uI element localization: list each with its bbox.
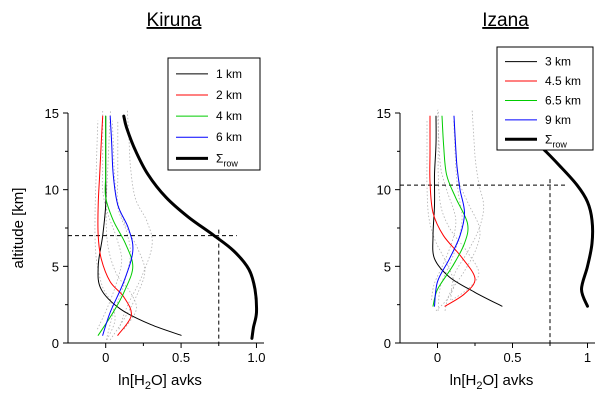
legend-box bbox=[167, 57, 261, 171]
chart-title: Izana bbox=[482, 10, 529, 31]
x-tick-label: 0.5 bbox=[172, 350, 190, 365]
y-tick-label: 10 bbox=[45, 183, 59, 198]
legend-label: 1 km bbox=[216, 67, 242, 81]
legend-label: 4.5 km bbox=[545, 74, 581, 88]
background-kernel-line bbox=[437, 120, 463, 311]
series-line-4-5km bbox=[429, 115, 476, 307]
legend-label: 4 km bbox=[216, 109, 242, 123]
y-axis-label: altitude [km] bbox=[10, 188, 27, 269]
y-tick-label: 5 bbox=[52, 259, 59, 274]
x-tick-label: 0 bbox=[434, 350, 441, 365]
chart-panel-izana: Izana 0 5 10 15 0 0.5 1 ln[H2O] avks 3 km 4.5 km 6.… bbox=[377, 10, 595, 392]
background-kernel-line bbox=[109, 120, 146, 341]
legend-label: 9 km bbox=[545, 113, 571, 127]
series-line-6-5km bbox=[432, 115, 469, 307]
x-tick-label: 0 bbox=[102, 350, 109, 365]
series-line-4km bbox=[97, 115, 134, 336]
background-kernel-line bbox=[97, 109, 123, 330]
background-kernel-line bbox=[444, 120, 481, 311]
x-tick-label: 1.0 bbox=[247, 350, 265, 365]
background-kernel-line bbox=[426, 120, 455, 312]
x-axis-label: ln[H2O] avks bbox=[118, 372, 202, 392]
series-line-9km bbox=[434, 115, 466, 307]
x-tick-label: 0.5 bbox=[503, 350, 521, 365]
background-kernel-line bbox=[437, 109, 480, 301]
legend-box bbox=[496, 46, 594, 151]
y-tick-label: 0 bbox=[52, 336, 59, 351]
series-line-row bbox=[122, 114, 259, 340]
x-axis-label: ln[H2O] avks bbox=[450, 372, 534, 392]
series-line-3km bbox=[432, 115, 503, 307]
background-kernel-line bbox=[450, 109, 485, 301]
background-kernel-line bbox=[105, 109, 137, 330]
legend-label: 6.5 km bbox=[545, 93, 581, 107]
y-tick-label: 15 bbox=[45, 106, 59, 121]
legend-label: 3 km bbox=[545, 55, 571, 69]
series-line-6km bbox=[102, 115, 134, 336]
series-line-2km bbox=[97, 115, 132, 336]
y-tick-label: 5 bbox=[384, 259, 391, 274]
legend-label: 6 km bbox=[216, 130, 242, 144]
x-tick-label: 1 bbox=[584, 350, 591, 365]
y-tick-label: 10 bbox=[377, 183, 391, 198]
legend-label: 2 km bbox=[216, 88, 242, 102]
y-tick-label: 0 bbox=[384, 336, 391, 351]
y-tick-label: 15 bbox=[377, 106, 391, 121]
background-kernel-line bbox=[118, 109, 153, 330]
chart-panel-kiruna: Kiruna 0 5 10 15 0 0.5 1.0 ln[H2O] avks altitude … bbox=[10, 10, 266, 392]
chart-title: Kiruna bbox=[147, 10, 202, 31]
